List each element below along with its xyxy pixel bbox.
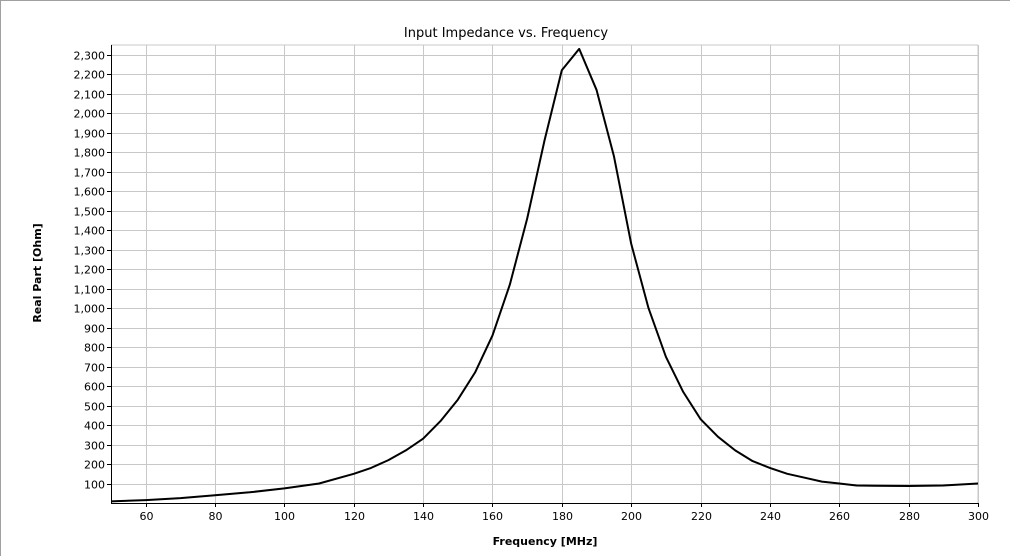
x-tick-label: 80	[209, 510, 223, 523]
chart-title: Input Impedance vs. Frequency	[404, 26, 608, 41]
x-tick-label: 140	[413, 510, 434, 523]
x-tick-label: 260	[829, 510, 850, 523]
y-tick-label: 1,200	[74, 264, 106, 277]
y-tick-label: 400	[84, 420, 105, 433]
y-tick-label: 1,400	[74, 225, 106, 238]
x-tick-label: 200	[621, 510, 642, 523]
x-tick-label: 180	[552, 510, 573, 523]
y-tick-label: 300	[84, 440, 105, 453]
y-tick-label: 1,600	[74, 186, 106, 199]
axes	[111, 45, 978, 504]
y-tick-label: 1,000	[74, 303, 106, 316]
y-tick-label: 100	[84, 479, 105, 492]
y-tick-label: 2,200	[74, 69, 106, 82]
x-tick-label: 220	[691, 510, 712, 523]
y-tick-label: 500	[84, 401, 105, 414]
y-tick-label: 1,100	[74, 284, 106, 297]
y-tick-labels: 100 200 300 400 500 600 700 800 900 1,000 1,100 1,2…	[74, 50, 111, 492]
x-tick-labels: 60 80 100 120 140 160 180 200 220 240 260 280 300	[140, 503, 989, 523]
y-tick-label: 800	[84, 342, 105, 355]
x-tick-label: 160	[482, 510, 503, 523]
y-tick-label: 200	[84, 459, 105, 472]
x-tick-label: 280	[899, 510, 920, 523]
y-tick-label: 700	[84, 362, 105, 375]
x-axis-title: Frequency [MHz]	[493, 535, 598, 548]
y-axis-title: Real Part [Ohm]	[31, 223, 44, 322]
y-tick-label: 2,000	[74, 108, 106, 121]
x-tick-label: 60	[140, 510, 154, 523]
y-tick-label: 1,800	[74, 147, 106, 160]
y-tick-label: 2,100	[74, 89, 106, 102]
grid	[111, 44, 979, 503]
x-tick-label: 300	[968, 510, 989, 523]
y-tick-label: 2,300	[74, 50, 106, 63]
y-tick-label: 1,900	[74, 128, 106, 141]
x-tick-label: 240	[760, 510, 781, 523]
y-tick-label: 600	[84, 381, 105, 394]
y-tick-label: 900	[84, 323, 105, 336]
x-tick-label: 120	[344, 510, 365, 523]
series-line-0	[110, 47, 979, 503]
y-tick-label: 1,700	[74, 167, 106, 180]
series-layer	[110, 47, 979, 503]
x-tick-label: 100	[274, 510, 295, 523]
y-tick-label: 1,500	[74, 206, 106, 219]
y-tick-label: 1,300	[74, 245, 106, 258]
